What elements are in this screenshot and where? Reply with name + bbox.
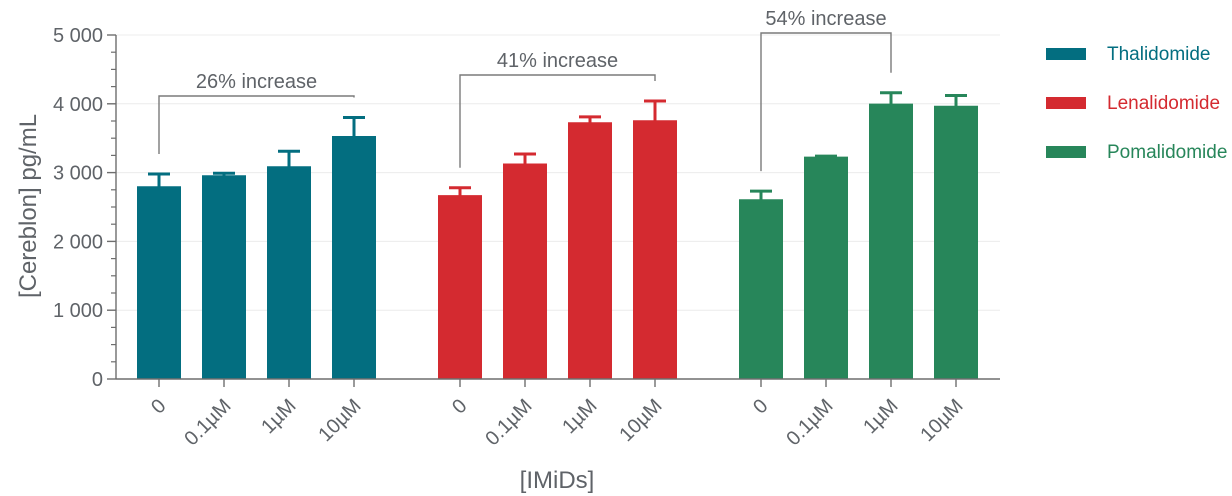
x-tick-labels: 0 0.1µM 1µM 10µM 0 0.1µM 1µM 10µM 0 0.1µM 1µM 10µM: [147, 395, 967, 450]
bar-lenalidomide-3: [633, 121, 677, 380]
x-tick-label: 0.1µM: [782, 395, 837, 450]
legend-label: Lenalidomide: [1107, 93, 1220, 114]
x-tick-label: 0: [147, 395, 170, 418]
bar-thalidomide-1: [202, 176, 246, 379]
y-axis-title: [Cereblon] pg/mL: [15, 114, 42, 298]
bar-thalidomide-2: [267, 167, 311, 379]
bar-pomalidomide-0: [739, 200, 783, 379]
bar-lenalidomide-2: [568, 123, 612, 379]
increase-brackets: 26% increase 41% increase 54% increase: [158, 8, 892, 172]
y-tick-label: 3 000: [53, 163, 103, 185]
x-tick-label: 0.1µM: [180, 395, 235, 450]
bar-pomalidomide-1: [804, 158, 848, 379]
x-axis-title: [IMiDs]: [520, 467, 595, 494]
legend-swatch: [1046, 48, 1086, 60]
x-tick-label: 10µM: [916, 395, 967, 446]
bar-pomalidomide-3: [934, 107, 978, 380]
y-tick-label: 0: [92, 369, 103, 391]
bar-lenalidomide-1: [503, 165, 547, 379]
bar-lenalidomide-0: [438, 196, 482, 379]
y-tick-label: 5 000: [53, 25, 103, 47]
error-bars: [137, 91, 978, 203]
axes: [107, 34, 1000, 387]
y-tick-label: 2 000: [53, 231, 103, 253]
increase-bracket: [760, 32, 892, 172]
x-tick-label: 10µM: [615, 395, 666, 446]
bar-thalidomide-3: [332, 137, 376, 379]
bar-thalidomide-0: [137, 187, 181, 379]
legend: Thalidomide Lenalidomide Pomalidomide: [1046, 44, 1227, 163]
x-tick-label: 10µM: [314, 395, 365, 446]
increase-annotation: 26% increase: [196, 71, 317, 93]
legend-label: Pomalidomide: [1107, 142, 1227, 163]
x-tick-label: 0.1µM: [481, 395, 536, 450]
x-tick-label: 1µM: [257, 395, 300, 438]
x-tick-label: 1µM: [859, 395, 902, 438]
legend-swatch: [1046, 97, 1086, 109]
y-tick-label: 1 000: [53, 300, 103, 322]
y-tick-label: 4 000: [53, 94, 103, 116]
legend-label: Thalidomide: [1107, 44, 1211, 65]
x-tick-label: 1µM: [558, 395, 601, 438]
bars: [137, 105, 978, 380]
gridlines: [116, 34, 1000, 311]
y-tick-labels: 0 1 000 2 000 3 000 4 000 5 000: [53, 25, 103, 391]
increase-annotation: 41% increase: [497, 50, 618, 72]
increase-bracket: [158, 95, 355, 154]
increase-bracket: [459, 74, 656, 168]
x-tick-label: 0: [749, 395, 772, 418]
bar-pomalidomide-2: [869, 105, 913, 380]
legend-swatch: [1046, 146, 1086, 158]
x-tick-label: 0: [448, 395, 471, 418]
increase-annotation: 54% increase: [765, 8, 886, 30]
